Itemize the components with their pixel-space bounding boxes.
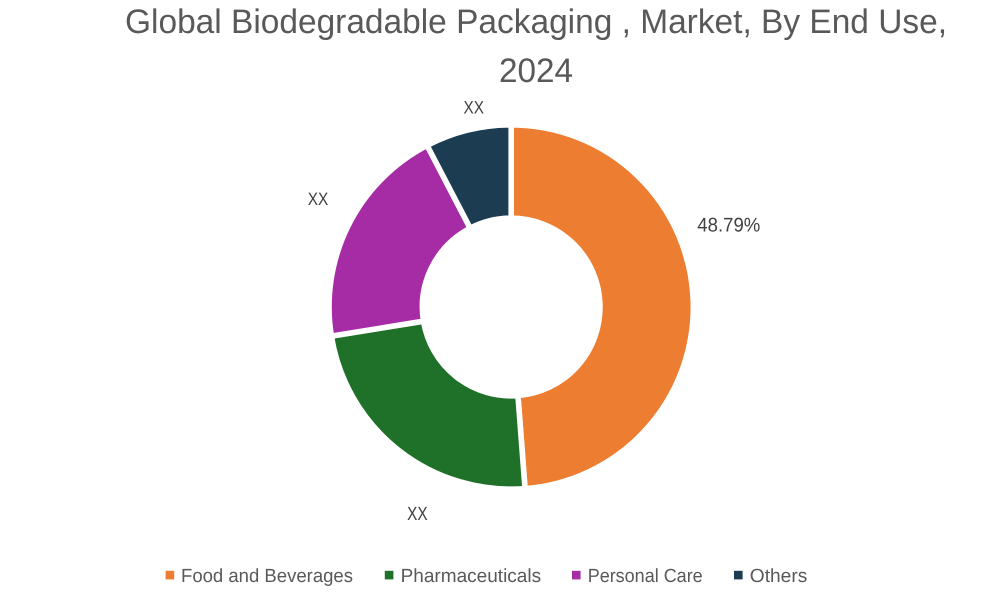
svg-text:Pharmaceuticals: Pharmaceuticals	[401, 566, 541, 587]
svg-text:XX: XX	[463, 98, 484, 118]
svg-text:Others: Others	[750, 566, 808, 587]
svg-text:XX: XX	[407, 504, 428, 525]
svg-text:XX: XX	[308, 189, 329, 209]
svg-text:48.79%: 48.79%	[697, 214, 760, 236]
svg-text:Global Biodegradable Packaging: Global Biodegradable Packaging , Market,…	[125, 3, 947, 41]
svg-text:Personal Care: Personal Care	[588, 566, 703, 587]
svg-text:2024: 2024	[499, 52, 573, 90]
svg-text:Food and Beverages: Food and Beverages	[181, 566, 353, 587]
